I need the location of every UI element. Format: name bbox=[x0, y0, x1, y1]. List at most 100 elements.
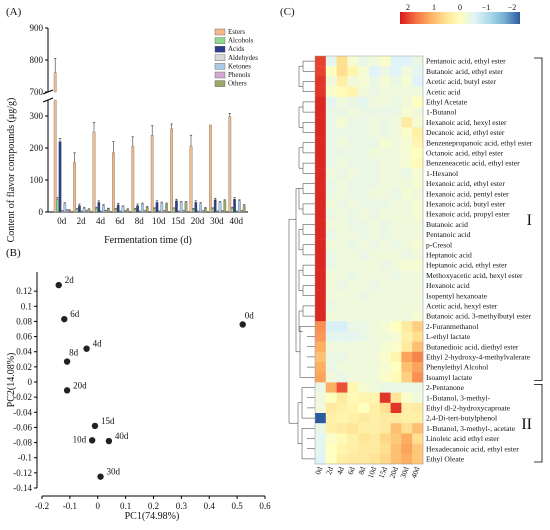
panel-b-points: 0d 2d 4d 6d 8d 10d 15d 20d 30d 40d bbox=[55, 275, 254, 480]
bar bbox=[116, 204, 120, 213]
panel-a-bars bbox=[53, 58, 246, 213]
row-label: Hexanoic acid, propyl ester bbox=[426, 210, 510, 219]
heatmap-cell bbox=[358, 362, 370, 373]
heatmap-cell bbox=[325, 321, 337, 332]
data-point-label: 30d bbox=[107, 467, 121, 477]
heatmap-cell bbox=[325, 188, 337, 199]
bar bbox=[194, 202, 198, 213]
bar bbox=[145, 207, 149, 213]
heatmap-cell bbox=[347, 351, 359, 363]
y-tick-label: 0 bbox=[28, 377, 33, 387]
heatmap-cell bbox=[390, 198, 402, 210]
legend-swatch bbox=[214, 37, 226, 44]
heatmap-cell bbox=[336, 311, 348, 322]
heatmap-cell bbox=[401, 341, 413, 352]
heatmap-cell bbox=[412, 137, 424, 148]
row-label: Ethyl 2-hydroxy-4-methylvalerate bbox=[426, 352, 531, 361]
heatmap-cell bbox=[325, 209, 337, 220]
heatmap-cell bbox=[369, 392, 380, 403]
bar bbox=[107, 208, 110, 213]
dendrogram-branch bbox=[298, 229, 303, 251]
heatmap-cell bbox=[390, 188, 402, 199]
heatmap-cell bbox=[369, 433, 380, 444]
heatmap-cell bbox=[369, 168, 380, 179]
heatmap-cell bbox=[412, 382, 424, 393]
bar bbox=[228, 116, 232, 213]
heatmap-cell bbox=[390, 249, 402, 261]
x-tick-label: 10d bbox=[152, 216, 166, 226]
x-tick-label: 0.4 bbox=[204, 501, 216, 511]
bar bbox=[102, 205, 105, 213]
heatmap-cell bbox=[315, 453, 326, 465]
heatmap-cell bbox=[315, 392, 326, 403]
heatmap-cell bbox=[358, 423, 370, 434]
bar bbox=[160, 202, 164, 213]
heatmap-cell bbox=[315, 382, 326, 393]
heatmap-cell bbox=[358, 351, 370, 363]
heatmap-cell bbox=[401, 209, 413, 220]
row-label: 2,4-Di-tert-butylphenol bbox=[426, 414, 497, 423]
dendrogram-branch bbox=[298, 269, 303, 291]
heatmap-cell bbox=[369, 423, 380, 434]
y-tick-label: -0.02 bbox=[13, 392, 32, 402]
y-tick-label: 800 bbox=[30, 55, 44, 65]
heatmap-cell bbox=[369, 117, 380, 128]
bar bbox=[131, 146, 135, 213]
bar bbox=[201, 210, 205, 213]
bar bbox=[182, 210, 185, 213]
heatmap-cell bbox=[336, 341, 348, 352]
heatmap-cell bbox=[315, 147, 326, 159]
bar bbox=[56, 199, 59, 213]
column-label: 40d bbox=[409, 465, 421, 479]
bar bbox=[78, 205, 81, 213]
column-label: 0d bbox=[313, 465, 324, 475]
bar bbox=[124, 210, 127, 213]
dendrogram-branch bbox=[295, 188, 300, 353]
bar bbox=[138, 211, 142, 213]
heatmap-cell bbox=[315, 198, 326, 210]
heatmap-cell bbox=[315, 158, 326, 169]
bar bbox=[73, 162, 76, 213]
heatmap-cell bbox=[401, 147, 413, 159]
heatmap-cell bbox=[369, 249, 380, 261]
heatmap-cell bbox=[358, 270, 370, 281]
heatmap-cell bbox=[336, 239, 348, 250]
bar bbox=[221, 210, 224, 213]
heatmap-cell bbox=[390, 158, 402, 169]
heatmap-cell bbox=[358, 168, 370, 179]
heatmap-cell bbox=[369, 229, 380, 240]
x-tick-label: 0.2 bbox=[148, 501, 159, 511]
data-point-label: 2d bbox=[65, 275, 75, 285]
heatmap-cell bbox=[390, 86, 402, 97]
heatmap-cell bbox=[315, 311, 326, 322]
heatmap-cell bbox=[336, 321, 348, 332]
y-tick-label: 100 bbox=[30, 175, 44, 185]
heatmap-cell bbox=[336, 362, 348, 373]
heatmap-cell bbox=[315, 321, 326, 332]
heatmap-cell bbox=[369, 341, 380, 352]
heatmap-cell bbox=[390, 270, 402, 281]
bar bbox=[170, 128, 173, 213]
data-point bbox=[61, 315, 68, 323]
heatmap-cell bbox=[347, 413, 359, 424]
heatmap-cell bbox=[379, 311, 391, 322]
heatmap-cell bbox=[369, 209, 380, 220]
heatmap-cell bbox=[336, 413, 348, 424]
heatmap-cell bbox=[336, 372, 348, 383]
x-tick-label: 0d bbox=[57, 216, 67, 226]
heatmap-cell bbox=[358, 86, 370, 97]
heatmap-cell bbox=[315, 443, 326, 454]
data-point-label: 20d bbox=[73, 380, 87, 390]
bar bbox=[114, 209, 118, 213]
y-tick-label: 0.1 bbox=[21, 301, 32, 311]
heatmap-cell bbox=[379, 443, 391, 454]
bar bbox=[85, 210, 88, 213]
heatmap-cell bbox=[379, 362, 391, 373]
bar bbox=[112, 152, 115, 213]
dendrogram-branch bbox=[302, 162, 307, 174]
row-label: Hexadecanoic acid, ethyl ester bbox=[426, 444, 519, 453]
heatmap-cell bbox=[347, 178, 359, 189]
heatmap-cell bbox=[369, 178, 380, 189]
bar bbox=[199, 203, 202, 213]
